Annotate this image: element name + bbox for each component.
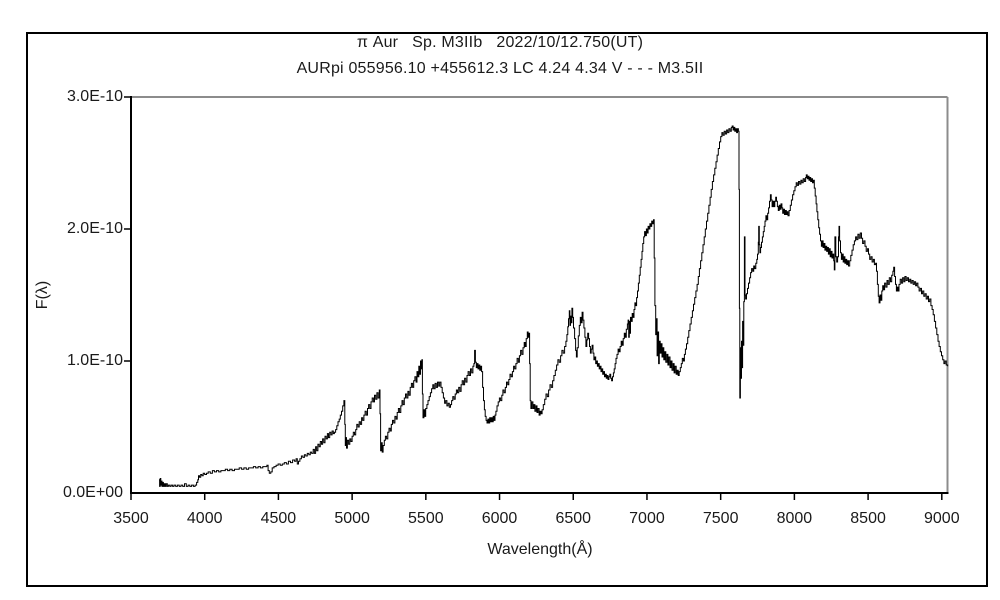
- chart-title: π Aur Sp. M3IIb 2022/10/12.750(UT): [356, 34, 644, 51]
- x-tick-label: 7500: [702, 510, 739, 527]
- x-tick-label: 5500: [408, 510, 444, 527]
- x-tick-label: 8000: [776, 510, 813, 527]
- y-tick-label: 1.0E-10: [66, 352, 123, 369]
- spectrum-curve: [159, 125, 949, 487]
- x-tick-label: 4000: [186, 510, 223, 527]
- x-tick-label: 7000: [629, 510, 665, 527]
- x-axis-title: Wavelength(Å): [487, 541, 593, 558]
- x-tick-label: 8500: [850, 510, 886, 527]
- chart-subtitle: AURpi 055956.10 +455612.3 LC 4.24 4.34 V…: [296, 60, 704, 77]
- chart-outer-frame: [26, 32, 988, 587]
- y-axis-title: F(λ): [34, 280, 51, 310]
- x-tick-label: 5000: [334, 510, 370, 527]
- x-tick-label: 9000: [924, 510, 960, 527]
- y-tick-label: 0.0E+00: [62, 484, 123, 501]
- y-tick-label: 3.0E-10: [66, 88, 123, 105]
- x-tick-label: 3500: [113, 510, 149, 527]
- x-tick-label: 6000: [481, 510, 518, 527]
- y-tick-label: 2.0E-10: [66, 220, 123, 237]
- x-tick-label: 6500: [555, 510, 592, 527]
- x-tick-label: 4500: [260, 510, 297, 527]
